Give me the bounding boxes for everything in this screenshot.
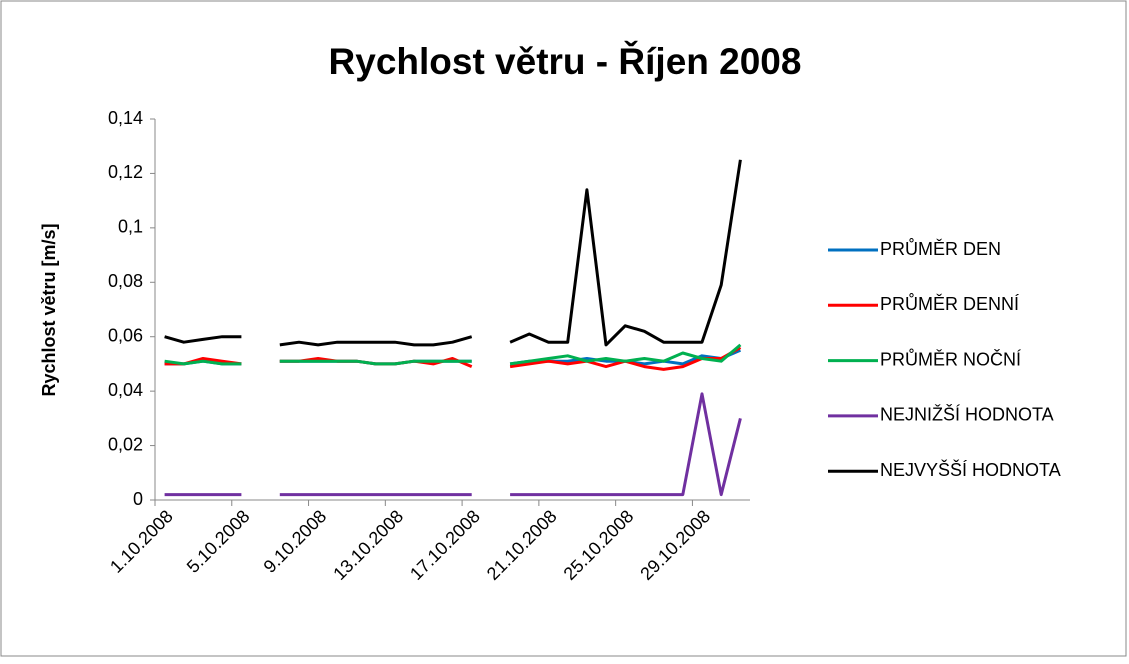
y-tick-label: 0,06 [108,325,143,345]
series-line [164,159,742,347]
y-tick-label: 0,1 [118,217,143,237]
y-axis-label: Rychlost větru [m/s] [39,223,59,396]
series-line [164,343,742,366]
y-tick-label: 0,12 [108,162,143,182]
chart-title: Rychlost větru - Říjen 2008 [329,40,802,82]
y-tick-label: 0 [133,489,143,509]
legend-label: PRŮMĚR NOČNÍ [880,348,1021,369]
series-line [164,392,742,497]
y-tick-label: 0,08 [108,271,143,291]
y-tick-label: 0,04 [108,380,143,400]
y-tick-label: 0,02 [108,434,143,454]
legend-label: NEJNIŽŠÍ HODNOTA [880,404,1054,425]
legend-label: PRŮMĚR DEN [880,238,1001,259]
y-tick-label: 0,14 [108,108,143,128]
legend-label: PRŮMĚR DENNÍ [880,293,1019,314]
legend-label: NEJVYŠŠÍ HODNOTA [880,459,1061,480]
